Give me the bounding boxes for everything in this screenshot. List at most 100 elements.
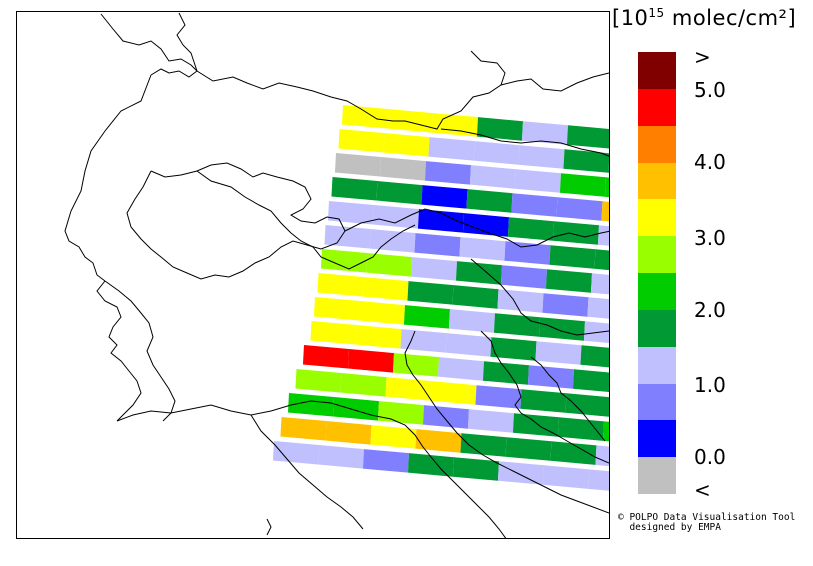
legend-swatch [638,236,676,274]
legend-tick-label: 1.0 [694,373,726,397]
swath-pixel [482,361,529,385]
legend-title-unit: molec/cm²] [664,6,797,30]
legend-tick-label: 3.0 [694,226,726,250]
border-italy-france [104,280,176,422]
swath-pixel [324,225,371,249]
swath-pixel [545,269,592,293]
swath-pixel [414,233,461,257]
swath-pixel [325,421,372,445]
swath-pixel [518,145,565,169]
border-austria-east [470,50,506,86]
swath-pixel [504,241,551,265]
swath-pixel [448,309,495,333]
swath-pixel [347,349,394,373]
swath-pixel [572,369,609,393]
swath-pixel [535,341,582,365]
swath-pixel [587,469,609,491]
swath-pixel [469,165,516,189]
legend-swatch [638,88,676,127]
swath-pixel [455,261,502,285]
legend-tick-label: 5.0 [694,78,726,102]
swath-pixel [320,249,367,273]
credit-text: © POLPO Data Visualisation Tool designed… [618,513,795,533]
swath-pixel [370,425,417,449]
swath-pixel [512,413,559,437]
border-tuscany [250,414,364,530]
swath-pixel [410,257,457,281]
swath-pixel [430,381,477,405]
map-canvas [64,12,609,538]
swath-pixel [327,201,374,225]
swath-pixel [338,129,385,153]
swath-pixel [437,357,484,381]
swath-pixel [379,157,426,181]
legend-tick-label: 2.0 [694,298,726,322]
swath-pixel [580,345,609,368]
swath-pixel [332,397,379,421]
country-borders [64,12,609,538]
swath-pixel [287,393,334,417]
swath-pixel [462,213,509,237]
legend-swatch [638,125,676,163]
swath-pixel [497,289,544,313]
border-rhine [176,12,198,72]
legend-tick-label: > [694,45,711,69]
legend-title-prefix: [10 [612,6,649,30]
swath-pixel [542,465,589,489]
swath-pixel [362,277,409,301]
swath-pixel [563,149,609,173]
swath-pixel [595,445,609,467]
coast-liguria [116,400,507,538]
swath-pixel [466,189,513,213]
swath-pixel [295,369,342,393]
swath-pixel [341,105,388,129]
swath-pixel [445,333,492,357]
swath-pixel [490,337,537,361]
swath-pixel [497,461,544,485]
swath-pixel [505,437,552,461]
swath-pixel [552,221,599,245]
swath-pixel [514,169,561,193]
swath-pixel [331,177,378,201]
swath-pixel [424,161,471,185]
swath-pixel [422,405,469,429]
swath-pixel [317,445,364,469]
swath-pixel [565,393,609,417]
legend-tick-label: < [694,478,711,502]
swath-pixel [428,137,475,161]
swath-pixel [385,377,432,401]
swath-pixel [340,373,387,397]
legend-tick-label: 4.0 [694,150,726,174]
credit-line-1: © POLPO Data Visualisation Tool [618,512,796,523]
swath-pixel [520,389,567,413]
legend-swatch [638,199,676,237]
swath-pixel [403,305,450,329]
swath-pixel [302,345,349,369]
swath-pixel [549,245,596,269]
swath-pixel [556,197,603,221]
swath-pixel [559,173,606,197]
legend-color-bar [638,52,676,495]
swath-pixel [392,353,439,377]
swath-pixel [511,193,558,217]
legend-swatch [638,162,676,200]
border-italy-north [344,208,609,248]
swath-pixel [459,237,506,261]
swath-pixel [407,281,454,305]
swath-pixel [365,253,412,277]
swath-pixel [280,417,327,441]
swath-pixel [500,265,547,289]
legend-swatch [638,420,676,458]
credit-line-2: designed by EMPA [618,522,721,533]
swath-pixel [557,417,604,441]
border-swiss-core [126,162,346,280]
swath-pixel [313,297,360,321]
swath-pixel [383,133,430,157]
swath-pixel [507,217,554,241]
swath-pixel [476,117,523,141]
swath-pixel [587,297,609,319]
swath-pixel [355,325,402,349]
swath-pixel [566,125,609,149]
border-france-north [100,13,198,78]
swath-pixel [362,449,409,473]
